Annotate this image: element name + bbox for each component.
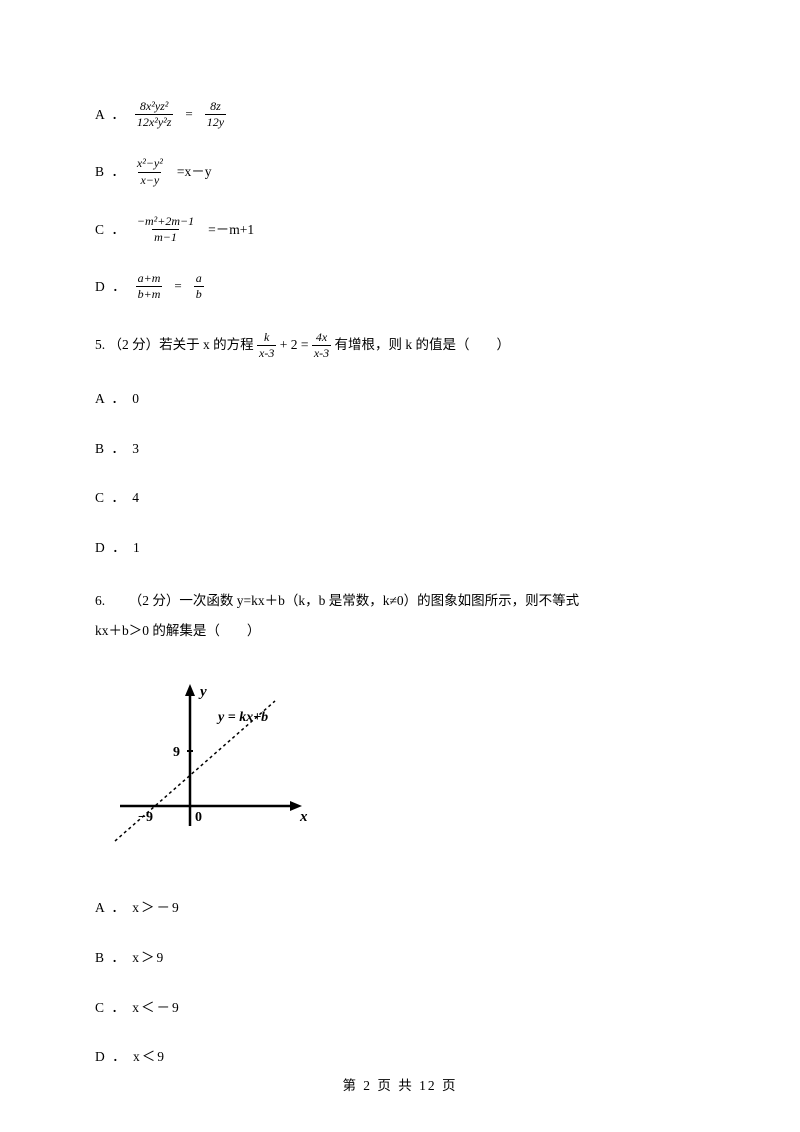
q4-optA-frac1: 8x²yz² 12x²y²z	[135, 100, 174, 129]
eq-label: y = kx+b	[216, 710, 268, 725]
q5-frac1: k x-3	[257, 331, 276, 360]
q5-after: 有增根，则 k 的值是（ ）	[335, 337, 511, 352]
q6-option-c: C ． x＜－9	[95, 997, 705, 1019]
q6-line2: kx＋b＞0 的解集是（ ）	[95, 616, 705, 646]
q4-optA-label: A ．	[95, 104, 127, 126]
equals-sign: =	[185, 104, 192, 125]
q6-option-a: A ． x＞－9	[95, 897, 705, 919]
q4-optA-frac2: 8z 12y	[205, 100, 226, 129]
q4-option-c: C ． −m²+2m−1 m−1 =－m+1	[95, 215, 705, 244]
q6-line1: 6. （2 分）一次函数 y=kx＋b（k，b 是常数，k≠0）的图象如图所示，…	[95, 586, 705, 616]
q6-option-b: B ． x＞9	[95, 947, 705, 969]
equals-sign: =	[174, 276, 181, 297]
q4-optD-frac2: a b	[194, 272, 204, 301]
q5-frac2: 4x x-3	[312, 331, 331, 360]
q6-text: 6. （2 分）一次函数 y=kx＋b（k，b 是常数，k≠0）的图象如图所示，…	[95, 586, 705, 645]
q5-option-a: A ． 0	[95, 388, 705, 410]
origin-label: 0	[195, 810, 202, 825]
q5-option-c: C ． 4	[95, 487, 705, 509]
q4-optB-after: =x－y	[177, 161, 212, 183]
q4-optC-after: =－m+1	[208, 219, 254, 241]
q4-optD-frac1: a+m b+m	[136, 272, 163, 301]
q4-option-d: D ． a+m b+m = a b	[95, 272, 705, 301]
linear-function-graph: y x y = kx+b 9 −9 0	[100, 676, 320, 856]
page-footer: 第 2 页 共 12 页	[0, 1074, 800, 1094]
q5-text: 5. （2 分）若关于 x 的方程 k x-3 + 2 = 4x x-3 有增根…	[95, 330, 705, 361]
q4-optC-frac: −m²+2m−1 m−1	[135, 215, 196, 244]
y-axis-label: y	[198, 684, 207, 700]
q4-option-b: B ． x²−y² x−y =x－y	[95, 157, 705, 186]
q4-optD-label: D ．	[95, 276, 128, 298]
x-axis-label: x	[299, 809, 308, 825]
q6-graph: y x y = kx+b 9 −9 0	[100, 676, 705, 863]
q5-option-b: B ． 3	[95, 438, 705, 460]
q5-before: 5. （2 分）若关于 x 的方程	[95, 337, 254, 352]
q5-option-d: D ． 1	[95, 537, 705, 559]
q4-option-a: A ． 8x²yz² 12x²y²z = 8z 12y	[95, 100, 705, 129]
q6-option-d: D ． x＜9	[95, 1046, 705, 1068]
q4-optB-label: B ．	[95, 161, 127, 183]
x-intercept-label: −9	[138, 810, 153, 825]
q4-optB-frac: x²−y² x−y	[135, 157, 165, 186]
q4-optC-label: C ．	[95, 219, 127, 241]
y-intercept-label: 9	[173, 745, 180, 760]
q5-plus: + 2 =	[280, 337, 312, 352]
page-content: A ． 8x²yz² 12x²y²z = 8z 12y B ． x²−y² x−…	[0, 0, 800, 1126]
